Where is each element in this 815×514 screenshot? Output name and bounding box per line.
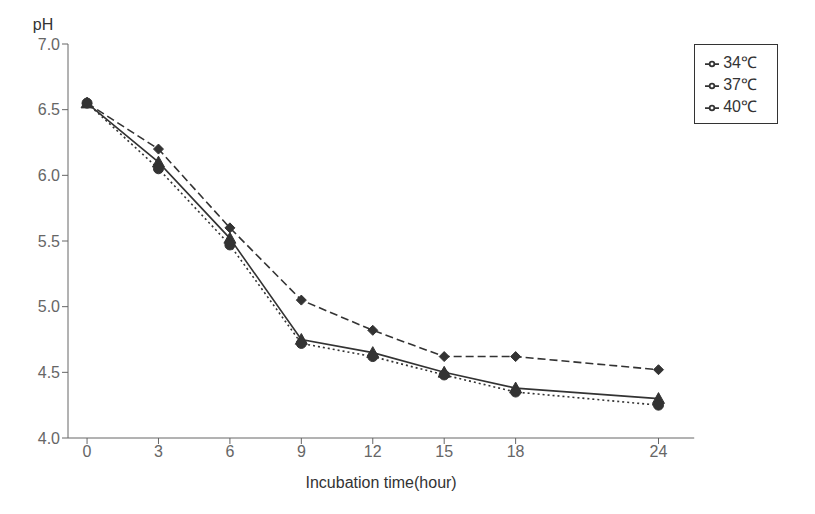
svg-text:Incubation time(hour): Incubation time(hour) <box>306 474 457 491</box>
svg-text:15: 15 <box>435 443 453 460</box>
svg-text:0: 0 <box>83 443 92 460</box>
html-text:34℃: 34℃ <box>723 54 757 71</box>
svg-text:4.0: 4.0 <box>38 430 60 447</box>
svg-text:12: 12 <box>364 443 382 460</box>
svg-text:7.0: 7.0 <box>38 36 60 53</box>
svg-text:5.5: 5.5 <box>38 233 60 250</box>
svg-text:6: 6 <box>225 443 234 460</box>
svg-text:pH: pH <box>33 16 53 33</box>
html-text:37℃: 37℃ <box>723 76 757 93</box>
svg-text:6.0: 6.0 <box>38 167 60 184</box>
html-text:40℃: 40℃ <box>723 98 757 115</box>
svg-text:24: 24 <box>650 443 668 460</box>
svg-text:3: 3 <box>154 443 163 460</box>
svg-text:6.5: 6.5 <box>38 101 60 118</box>
svg-text:18: 18 <box>507 443 525 460</box>
svg-text:5.0: 5.0 <box>38 298 60 315</box>
svg-text:4.5: 4.5 <box>38 364 60 381</box>
svg-text:9: 9 <box>297 443 306 460</box>
